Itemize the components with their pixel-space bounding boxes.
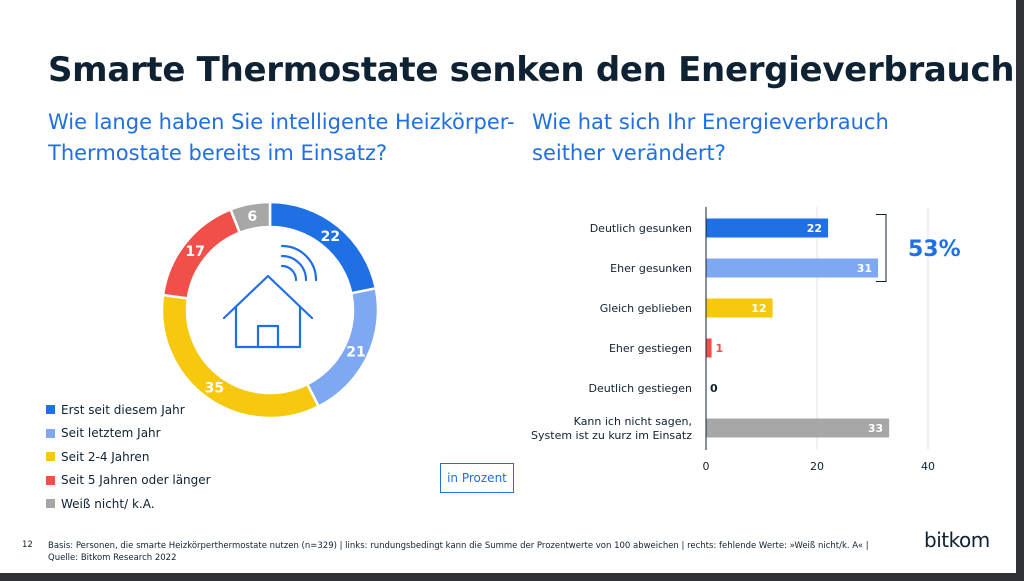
legend-swatch [46,452,55,462]
donut-slice [305,286,380,409]
category-label: System ist zu kurz im Einsatz [531,429,692,442]
question-right: Wie hat sich Ihr Energieverbrauch seithe… [532,110,889,165]
annotation-bracket [876,214,887,282]
donut-slice-label: 17 [185,244,204,260]
category-label: Eher gesunken [610,262,692,275]
x-tick-label: 0 [703,460,710,473]
donut-slice-label: 21 [346,345,365,361]
category-label: Gleich geblieben [600,302,692,315]
question-left: Wie lange haben Sie intelligente Heizkör… [48,110,515,165]
bar-value-label: 22 [807,222,822,235]
bar [706,218,829,238]
footer-basis: Basis: Personen, die smarte Heizkörperth… [48,541,869,551]
slide-title: Smarte Thermostate senken den Energiever… [48,50,1015,90]
legend-item: Weiß nicht/ k.A. [46,492,211,516]
legend-swatch [46,428,55,438]
donut-slice-label: 35 [205,381,224,397]
smart-home-icon [222,244,318,349]
donut-legend: Erst seit diesem Jahr Seit letztem Jahr Se… [46,398,211,516]
donut-slice-label: 22 [321,229,340,245]
donut-slice [268,200,378,295]
footer-notes: Basis: Personen, die smarte Heizkörperth… [48,540,869,564]
legend-label: Seit 5 Jahren oder länger [61,473,211,488]
bar [706,418,890,438]
donut-slice-label: 6 [247,209,257,225]
bar-value-label: 0 [710,382,718,395]
legend-swatch [46,475,55,485]
bar-value-label: 1 [716,342,724,355]
legend-swatch [46,499,55,509]
bitkom-logo: bitkom [924,528,990,552]
legend-item: Seit 2-4 Jahren [46,445,211,469]
category-label: Eher gestiegen [609,342,692,355]
donut-chart: 22 21 35 17 6 [160,200,380,420]
legend-label: Seit letztem Jahr [61,426,161,441]
page-number: 12 [22,540,33,550]
x-tick-label: 40 [921,460,935,473]
bar [706,338,712,358]
legend-label: Weiß nicht/ k.A. [61,496,155,511]
legend-item: Seit 5 Jahren oder länger [46,469,211,493]
bar [706,298,773,318]
category-label: Kann ich nicht sagen, [574,415,692,428]
legend-swatch [46,405,55,415]
donut-slice [228,200,272,235]
legend-item: Seit letztem Jahr [46,422,211,446]
bar [706,258,879,278]
legend-item: Erst seit diesem Jahr [46,398,211,422]
category-label: Deutlich gestiegen [589,382,693,395]
category-label: Deutlich gesunken [590,222,692,235]
legend-label: Seit 2-4 Jahren [61,449,150,464]
footer-source: Quelle: Bitkom Research 2022 [48,553,177,563]
bar-value-label: 12 [751,302,766,315]
bar-value-label: 31 [857,262,872,275]
bar-value-label: 33 [868,422,883,435]
unit-label: in Prozent [440,463,514,493]
bar-chart: 0 20 40 Deutlich gesunken 22 Eher gesunken 31 G… [531,207,961,473]
x-tick-label: 20 [810,460,824,473]
legend-label: Erst seit diesem Jahr [61,402,185,417]
annotation-label: 53% [908,237,961,262]
